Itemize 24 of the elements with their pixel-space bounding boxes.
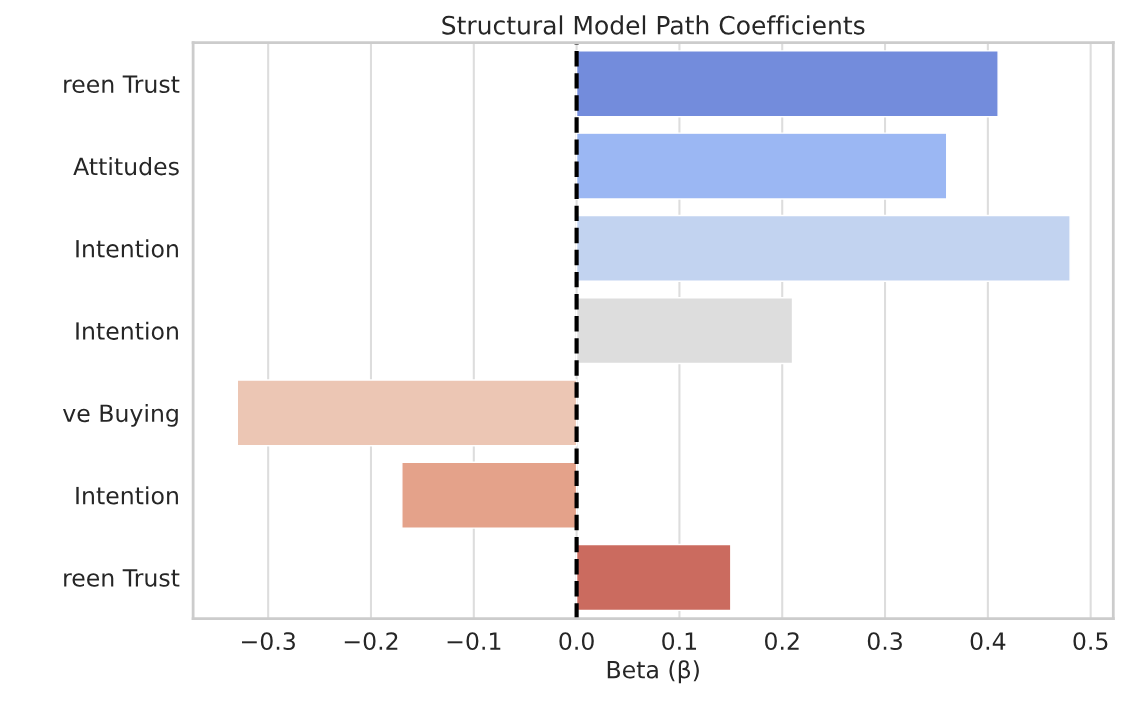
y-tick-label: reen Trust xyxy=(64,569,180,587)
y-tick-label: ve Buying xyxy=(62,403,178,427)
x-tick-label: −0.3 xyxy=(242,632,295,651)
x-tick-label: 0.2 xyxy=(765,632,799,651)
x-tick-label: 0.1 xyxy=(662,632,697,651)
x-tick-label: −0.2 xyxy=(344,632,398,651)
x-tick-label: 0.4 xyxy=(970,632,1006,651)
y-tick-label: Attitudes xyxy=(73,157,179,176)
bar xyxy=(575,132,948,200)
y-tick-label: reen Trust xyxy=(64,75,180,94)
bar xyxy=(401,461,578,529)
bar xyxy=(575,543,732,612)
x-axis-title: Beta (β) xyxy=(607,660,699,684)
chart-title: Structural Model Path Coefficients xyxy=(442,15,865,35)
y-tick-label: Intention xyxy=(76,321,178,340)
x-tick-label: 0.0 xyxy=(559,632,594,651)
bar xyxy=(575,214,1071,282)
x-tick-label: 0.3 xyxy=(867,632,902,651)
x-tick-label: 0.5 xyxy=(1073,632,1108,651)
y-tick-label: Intention xyxy=(76,239,178,258)
bar xyxy=(236,379,578,447)
y-tick-label: Intention xyxy=(76,486,178,505)
bar xyxy=(575,50,999,118)
x-tick-label: −0.1 xyxy=(447,632,501,651)
